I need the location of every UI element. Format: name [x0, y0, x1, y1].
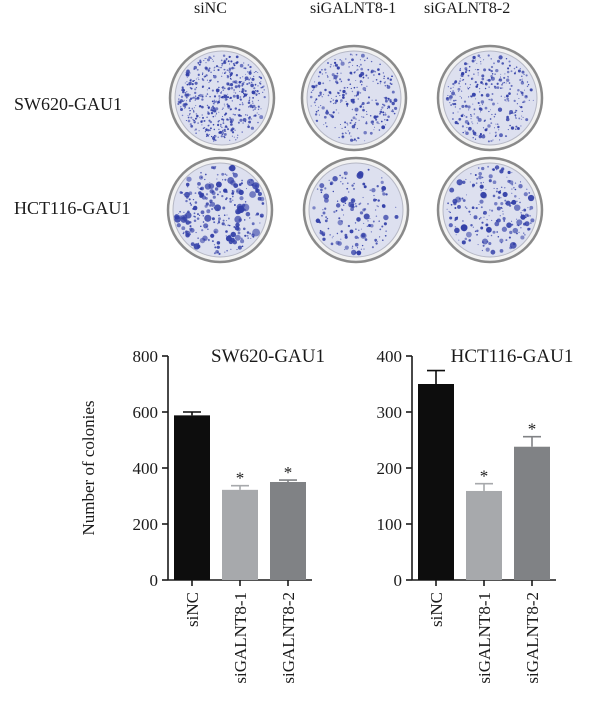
chart-title: HCT116-GAU1: [451, 346, 574, 367]
row-label-sw620: SW620-GAU1: [14, 94, 122, 114]
bar-sigalnt8-2: [270, 482, 306, 580]
bar-sigalnt8-1: [222, 489, 258, 580]
significance-marker: *: [284, 463, 293, 482]
bar-sinc: [174, 415, 210, 580]
bar-chart-hct116: HCT116-GAU1 0 100 200 300 400 siNC * siGALNT8-1 *…: [348, 332, 600, 728]
dish-image-hct116-sinc: [166, 156, 274, 264]
dish-image-hct116-sigalnt8-1: [302, 156, 410, 264]
y-tick-label: 400: [377, 347, 403, 366]
bar-sinc: [418, 384, 454, 580]
significance-marker: *: [480, 467, 489, 486]
x-tick-label-sinc: siNC: [183, 592, 202, 627]
chart-title: SW620-GAU1: [211, 346, 325, 367]
y-tick-label: 200: [377, 459, 403, 478]
y-tick-label: 200: [133, 515, 159, 534]
column-label-sinc: siNC: [194, 0, 227, 17]
y-tick-label: 0: [394, 571, 403, 590]
y-tick-label: 800: [133, 347, 159, 366]
dish-image-hct116-sigalnt8-2: [436, 156, 544, 264]
y-tick-label: 600: [133, 403, 159, 422]
row-label-hct116: HCT116-GAU1: [14, 198, 131, 218]
y-axis-label: Number of colonies: [79, 400, 98, 535]
x-tick-label-sigalnt8-2: siGALNT8-2: [279, 592, 298, 684]
bar-sigalnt8-1: [466, 490, 502, 580]
dish-image-sw620-sinc: [168, 44, 276, 152]
y-tick-label: 100: [377, 515, 403, 534]
bar-sigalnt8-2: [514, 446, 550, 580]
y-tick-label: 0: [150, 571, 159, 590]
column-label-sigalnt8-1: siGALNT8-1: [310, 0, 397, 17]
significance-marker: *: [236, 469, 245, 488]
dish-image-sw620-sigalnt8-2: [436, 44, 544, 152]
column-label-sigalnt8-2: siGALNT8-2: [424, 0, 511, 17]
x-tick-label-sigalnt8-2: siGALNT8-2: [523, 592, 542, 684]
y-tick-label: 400: [133, 459, 159, 478]
dish-image-sw620-sigalnt8-1: [300, 44, 408, 152]
y-tick-label: 300: [377, 403, 403, 422]
x-tick-label-sigalnt8-1: siGALNT8-1: [231, 592, 250, 684]
x-tick-label-sinc: siNC: [427, 592, 446, 627]
x-tick-label-sigalnt8-1: siGALNT8-1: [475, 592, 494, 684]
significance-marker: *: [528, 420, 537, 439]
bar-chart-sw620: Number of colonies SW620-GAU1 0 200 400 600 80…: [70, 332, 342, 728]
